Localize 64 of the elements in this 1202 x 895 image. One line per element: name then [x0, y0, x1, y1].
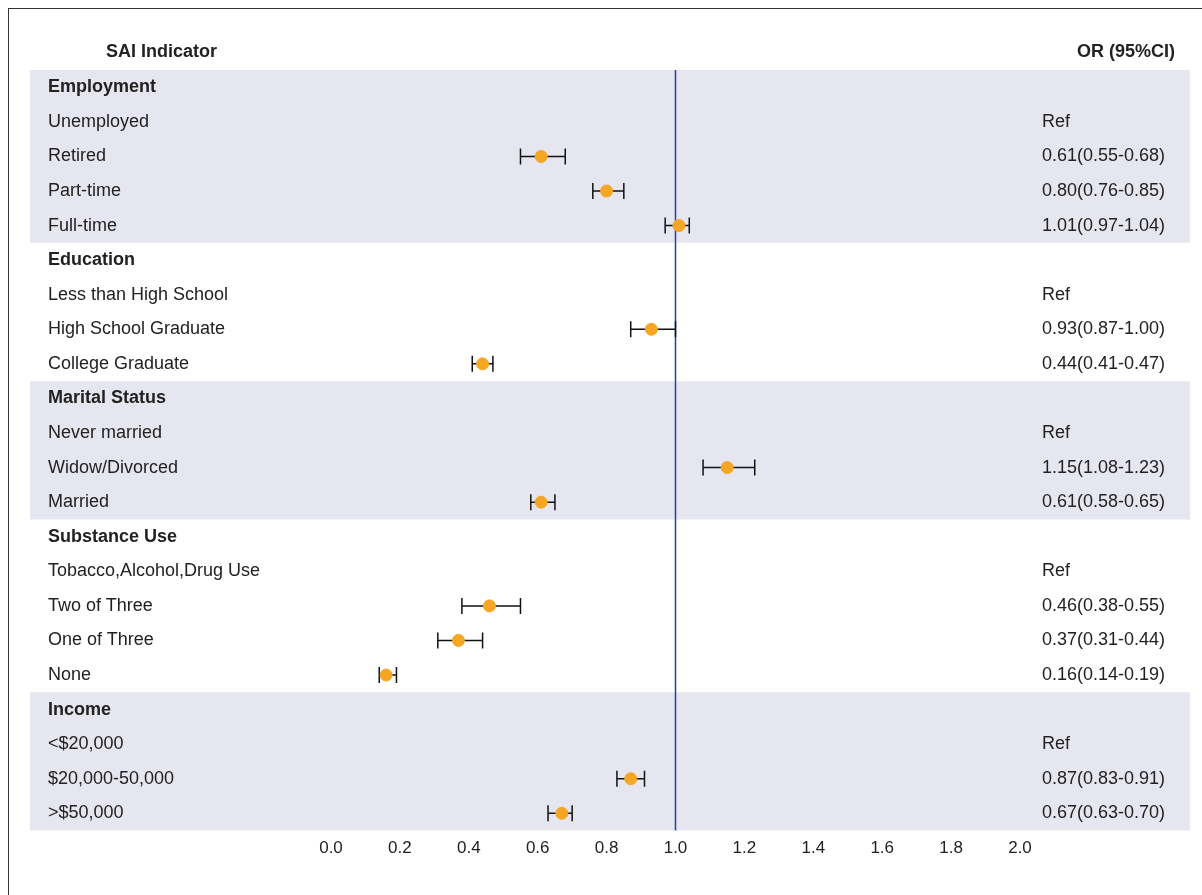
- point: [379, 668, 393, 682]
- y-tick-label: Two of Three: [48, 594, 153, 615]
- data-label: 0.37(0.31-0.44): [1042, 629, 1166, 650]
- y-tick-label: Full-time: [48, 214, 118, 235]
- x-tick-label: 0.0: [319, 838, 343, 858]
- y-tick-label: Unemployed: [48, 110, 150, 131]
- text: Ref: [1042, 283, 1071, 304]
- y-tick-label: <$20,000: [48, 733, 124, 754]
- y-tick-label: $20,000-50,000: [48, 767, 175, 788]
- data-label: 0.80(0.76-0.85): [1042, 179, 1166, 200]
- x-tick-label: 1.8: [939, 838, 963, 858]
- data-label: 0.87(0.83-0.91): [1042, 767, 1166, 788]
- y-tick-label: Widow/Divorced: [48, 456, 179, 477]
- point: [476, 357, 490, 371]
- y-tick-label: One of Three: [48, 629, 154, 650]
- y-tick-label: Marital Status: [48, 387, 167, 408]
- point: [624, 772, 638, 786]
- point: [534, 495, 548, 509]
- text: Ref: [1042, 421, 1071, 442]
- y-tick-label: None: [48, 663, 92, 684]
- data-label: 0.44(0.41-0.47): [1042, 352, 1166, 373]
- y2-axis-title: OR (95%CI): [1076, 40, 1176, 61]
- data-label: 0.67(0.63-0.70): [1042, 802, 1166, 823]
- y-tick-label: Part-time: [48, 179, 122, 200]
- data-label: 1.15(1.08-1.23): [1042, 456, 1166, 477]
- y-tick-label: Income: [48, 698, 112, 719]
- y-tick-label: Less than High School: [48, 283, 229, 304]
- data-label: 0.61(0.58-0.65): [1042, 491, 1166, 512]
- point: [555, 806, 569, 820]
- point: [644, 322, 658, 336]
- x-tick-label: 0.8: [594, 838, 619, 858]
- data-label: 0.93(0.87-1.00): [1042, 318, 1166, 339]
- y-tick-label: Never married: [48, 421, 163, 442]
- data-label: 1.01(0.97-1.04): [1042, 214, 1166, 235]
- text: Ref: [1042, 110, 1071, 131]
- y-tick-label: Tobacco,Alcohol,Drug Use: [48, 560, 261, 581]
- x-tick-label: 1.6: [870, 838, 895, 858]
- text: Ref: [1042, 733, 1071, 754]
- y-tick-label: >$50,000: [48, 802, 124, 823]
- data-label: 0.61(0.55-0.68): [1042, 145, 1166, 166]
- x-tick-label: 0.4: [456, 838, 481, 858]
- y-tick-label: Education: [48, 249, 136, 270]
- y-tick-label: High School Graduate: [48, 318, 226, 339]
- x-tick-label: 1.4: [801, 838, 826, 858]
- point: [720, 461, 734, 475]
- x-tick-label: 0.6: [525, 838, 550, 858]
- y-tick-label: Married: [48, 491, 110, 512]
- data-label: 0.46(0.38-0.55): [1042, 594, 1166, 615]
- y-tick-label: Substance Use: [48, 525, 178, 546]
- y-tick-label: Employment: [48, 76, 157, 97]
- point: [451, 633, 465, 647]
- y-axis-title: SAI Indicator: [106, 40, 218, 61]
- text: Ref: [1042, 560, 1071, 581]
- point: [600, 184, 614, 198]
- x-tick-label: 0.2: [388, 838, 412, 858]
- point: [482, 599, 496, 613]
- x-tick-label: 2.0: [1008, 838, 1032, 858]
- point: [672, 219, 686, 233]
- point: [534, 149, 548, 163]
- y-tick-label: Retired: [48, 145, 107, 166]
- x-tick-label: 1.2: [732, 838, 757, 858]
- data-label: 0.16(0.14-0.19): [1042, 663, 1166, 684]
- x-tick-label: 1.0: [663, 838, 688, 858]
- y-tick-label: College Graduate: [48, 352, 190, 373]
